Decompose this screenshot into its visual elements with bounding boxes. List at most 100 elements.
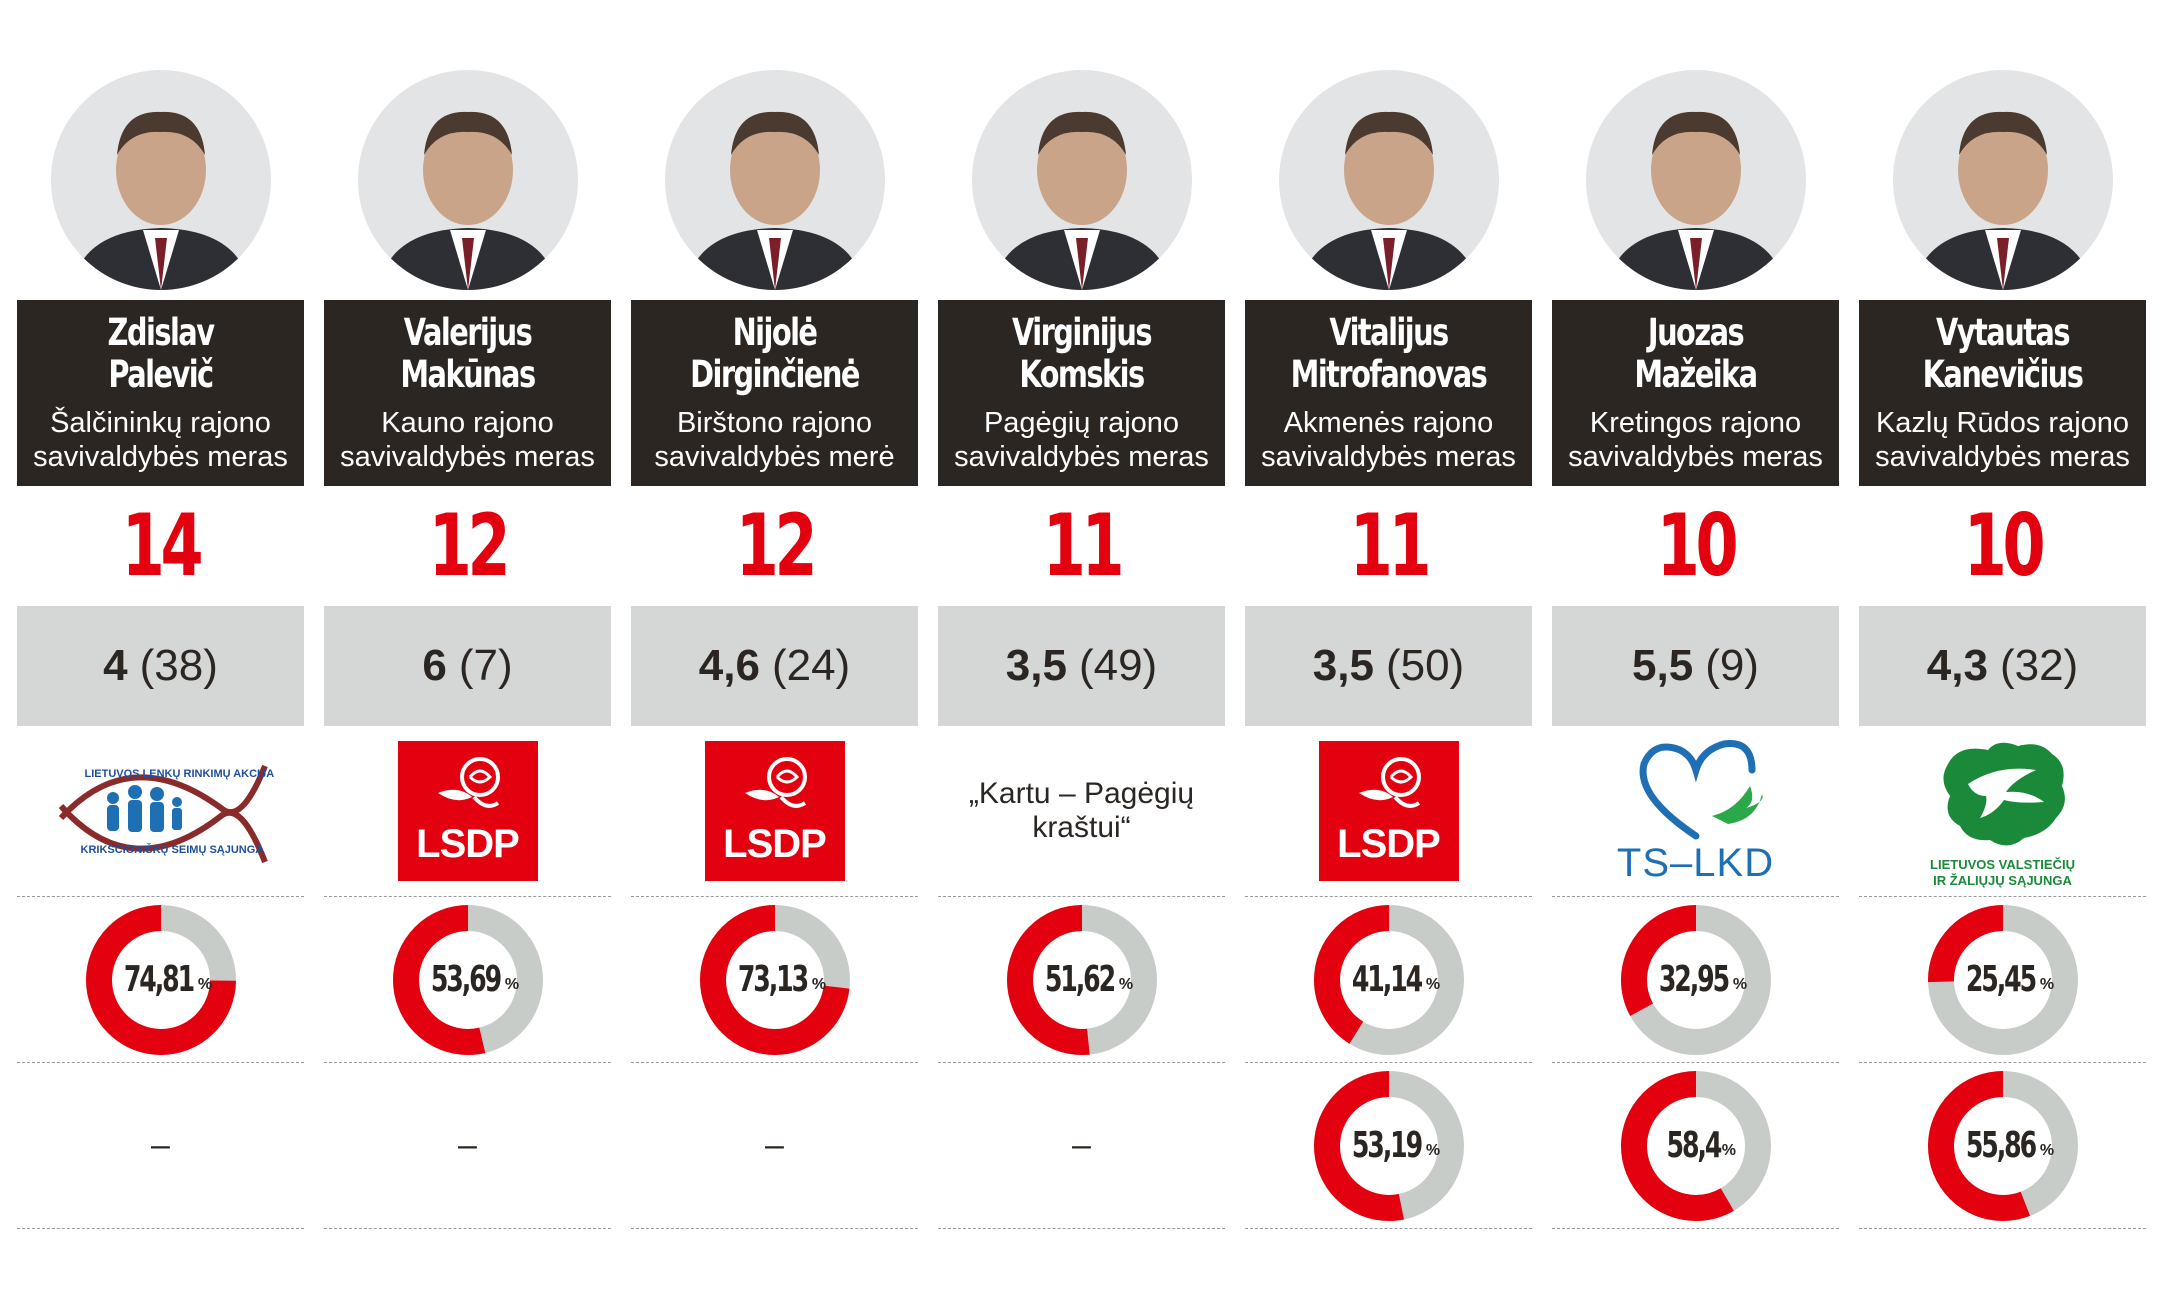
portrait-photo (971, 70, 1192, 290)
donut-svg (1927, 1070, 2078, 1221)
role-line-1: Kazlų Rūdos rajono (1875, 407, 2130, 439)
person-silhouette-icon (377, 111, 558, 290)
portrait-slot (1552, 70, 1839, 300)
lvzs-wordmark: LIETUVOS VALSTIEČIŲ IR ŽALIŲJŲ SĄJUNGA (1928, 857, 2078, 889)
result-row-2: 58,4% (1552, 1063, 1839, 1229)
donut-value-arc (1927, 1070, 2078, 1221)
donut-label: 53,69% (393, 905, 543, 1055)
donut-svg (1313, 1070, 1464, 1221)
donut-svg (699, 904, 850, 1055)
party-name-line: kraštui“ (1032, 811, 1131, 844)
donut-value: 58,4 (1666, 1125, 1722, 1166)
mayor-first-name: Nijolė (732, 311, 818, 354)
mayor-last-name: Mitrofanovas (1290, 353, 1488, 396)
party-name-text: „Kartu – Pagėgių kraštui“ (969, 777, 1194, 845)
donut-value: 74,81 (123, 959, 195, 1000)
mayor-first-name: Zdislav (107, 311, 215, 354)
no-result-dash: – (1072, 1126, 1091, 1164)
party-cell: „Kartu – Pagėgių kraštui“ (938, 726, 1225, 897)
name-box: Valerijus Makūnas Kauno rajono savivaldy… (324, 300, 611, 486)
result-row-2: 55,86% (1859, 1063, 2146, 1229)
rose-icon (744, 757, 807, 808)
lla-top-text: LIETUVOS LENKŲ RINKIMŲ AKCIJA (84, 768, 275, 780)
mayor-name: Nijolė Dirginčienė (663, 312, 887, 396)
party-cell: LIETUVOS LENKŲ RINKIMŲ AKCIJA KRIKŠČIONIŠ… (17, 726, 304, 897)
tslkd-wordmark: TS–LKD (1616, 841, 1775, 885)
role-line-1: Kauno rajono (381, 407, 554, 439)
result-donut: 73,13% (699, 904, 850, 1055)
percent-sign: % (1732, 975, 1748, 993)
mayor-name: Juozas Mažeika (1584, 312, 1808, 396)
donut-label: 73,13% (700, 905, 850, 1055)
role-line-2: savivaldybės meras (1568, 441, 1823, 473)
mayor-name: Vytautas Kanevičius (1891, 312, 2115, 396)
donut-value-arc (1006, 904, 1157, 1055)
mayor-role: Birštono rajono savivaldybės merė (631, 406, 918, 474)
party-cell: LSDP (631, 726, 918, 897)
mayor-last-name: Mažeika (1634, 353, 1758, 396)
count-number: 12 (735, 496, 818, 596)
mayor-column: Vitalijus Mitrofanovas Akmenės rajono sa… (1245, 70, 1532, 1229)
portrait-slot (17, 70, 304, 300)
portrait-photo (50, 70, 271, 290)
lla-bottom-text: KRIKŠČIONIŠKŲ ŠEIMŲ SĄJUNGA (80, 844, 264, 856)
no-result-dash: – (765, 1126, 784, 1164)
lsdp-logo: LSDP (397, 741, 538, 881)
result-row-1: 41,14% (1245, 897, 1532, 1063)
name-box: Vitalijus Mitrofanovas Akmenės rajono sa… (1245, 300, 1532, 486)
rank-position: (9) (1705, 641, 1759, 690)
result-donut: 58,4% (1620, 1070, 1771, 1221)
rose-icon (1358, 757, 1421, 808)
portrait-slot (631, 70, 918, 300)
lla-logo: LIETUVOS LENKŲ RINKIMŲ AKCIJA KRIKŠČIONIŠ… (51, 746, 274, 876)
donut-label: 53,19% (1314, 1071, 1464, 1221)
percent-sign: % (1118, 975, 1134, 993)
percent-sign: % (2039, 975, 2055, 993)
result-donut: 51,62% (1006, 904, 1157, 1055)
donut-value: 53,69 (430, 959, 502, 1000)
count-number: 12 (428, 496, 511, 596)
tslkd-logo: TS–LKD (1616, 736, 1776, 886)
mayor-name: Vitalijus Mitrofanovas (1277, 312, 1501, 396)
result-row-1: 25,45% (1859, 897, 2146, 1063)
rank-box: 4,3 (32) (1859, 606, 2146, 726)
mayor-column: Zdislav Palevič Šalčininkų rajono saviva… (17, 70, 304, 1229)
rose-icon (437, 757, 500, 808)
portrait-slot (1859, 70, 2146, 300)
donut-label: 55,86% (1928, 1071, 2078, 1221)
donut-value-arc (392, 904, 543, 1055)
donut-value-arc (1313, 904, 1464, 1055)
role-line-2: savivaldybės meras (33, 441, 288, 473)
party-name-line: „Kartu – Pagėgių (968, 777, 1195, 810)
role-line-2: savivaldybės meras (1261, 441, 1516, 473)
no-result-dash: – (458, 1126, 477, 1164)
name-box: Vytautas Kanevičius Kazlų Rūdos rajono s… (1859, 300, 2146, 486)
result-donut: 55,86% (1927, 1070, 2078, 1221)
count-number: 11 (1042, 496, 1125, 596)
donut-label: 41,14% (1314, 905, 1464, 1055)
result-donut: 32,95% (1620, 904, 1771, 1055)
role-line-1: Akmenės rajono (1283, 407, 1494, 439)
mayor-column: Nijolė Dirginčienė Birštono rajono saviv… (631, 70, 918, 1229)
mayor-role: Šalčininkų rajono savivaldybės meras (17, 406, 304, 474)
result-row-2: – (631, 1063, 918, 1229)
party-cell: TS–LKD (1552, 726, 1839, 897)
mayor-column: Valerijus Makūnas Kauno rajono savivaldy… (324, 70, 611, 1229)
rank-position: (7) (458, 641, 513, 690)
person-silhouette-icon (1605, 111, 1786, 290)
count-number: 10 (1656, 496, 1739, 596)
result-row-2: – (938, 1063, 1225, 1229)
result-donut: 53,69% (392, 904, 543, 1055)
mayor-last-name: Dirginčienė (690, 353, 860, 396)
role-line-1: Kretingos rajono (1589, 407, 1802, 439)
donut-value: 73,13 (737, 959, 809, 1000)
rank-value: 4,3 (1926, 641, 1988, 690)
stork-map-icon (1942, 742, 2065, 846)
portrait-photo (1278, 70, 1499, 290)
role-line-1: Pagėgių rajono (983, 407, 1180, 439)
donut-value: 55,86 (1965, 1125, 2037, 1166)
lvzs-logo: LIETUVOS VALSTIEČIŲ IR ŽALIŲJŲ SĄJUNGA (1928, 734, 2078, 889)
rank-box: 4 (38) (17, 606, 304, 726)
result-row-1: 32,95% (1552, 897, 1839, 1063)
donut-svg (1620, 904, 1771, 1055)
